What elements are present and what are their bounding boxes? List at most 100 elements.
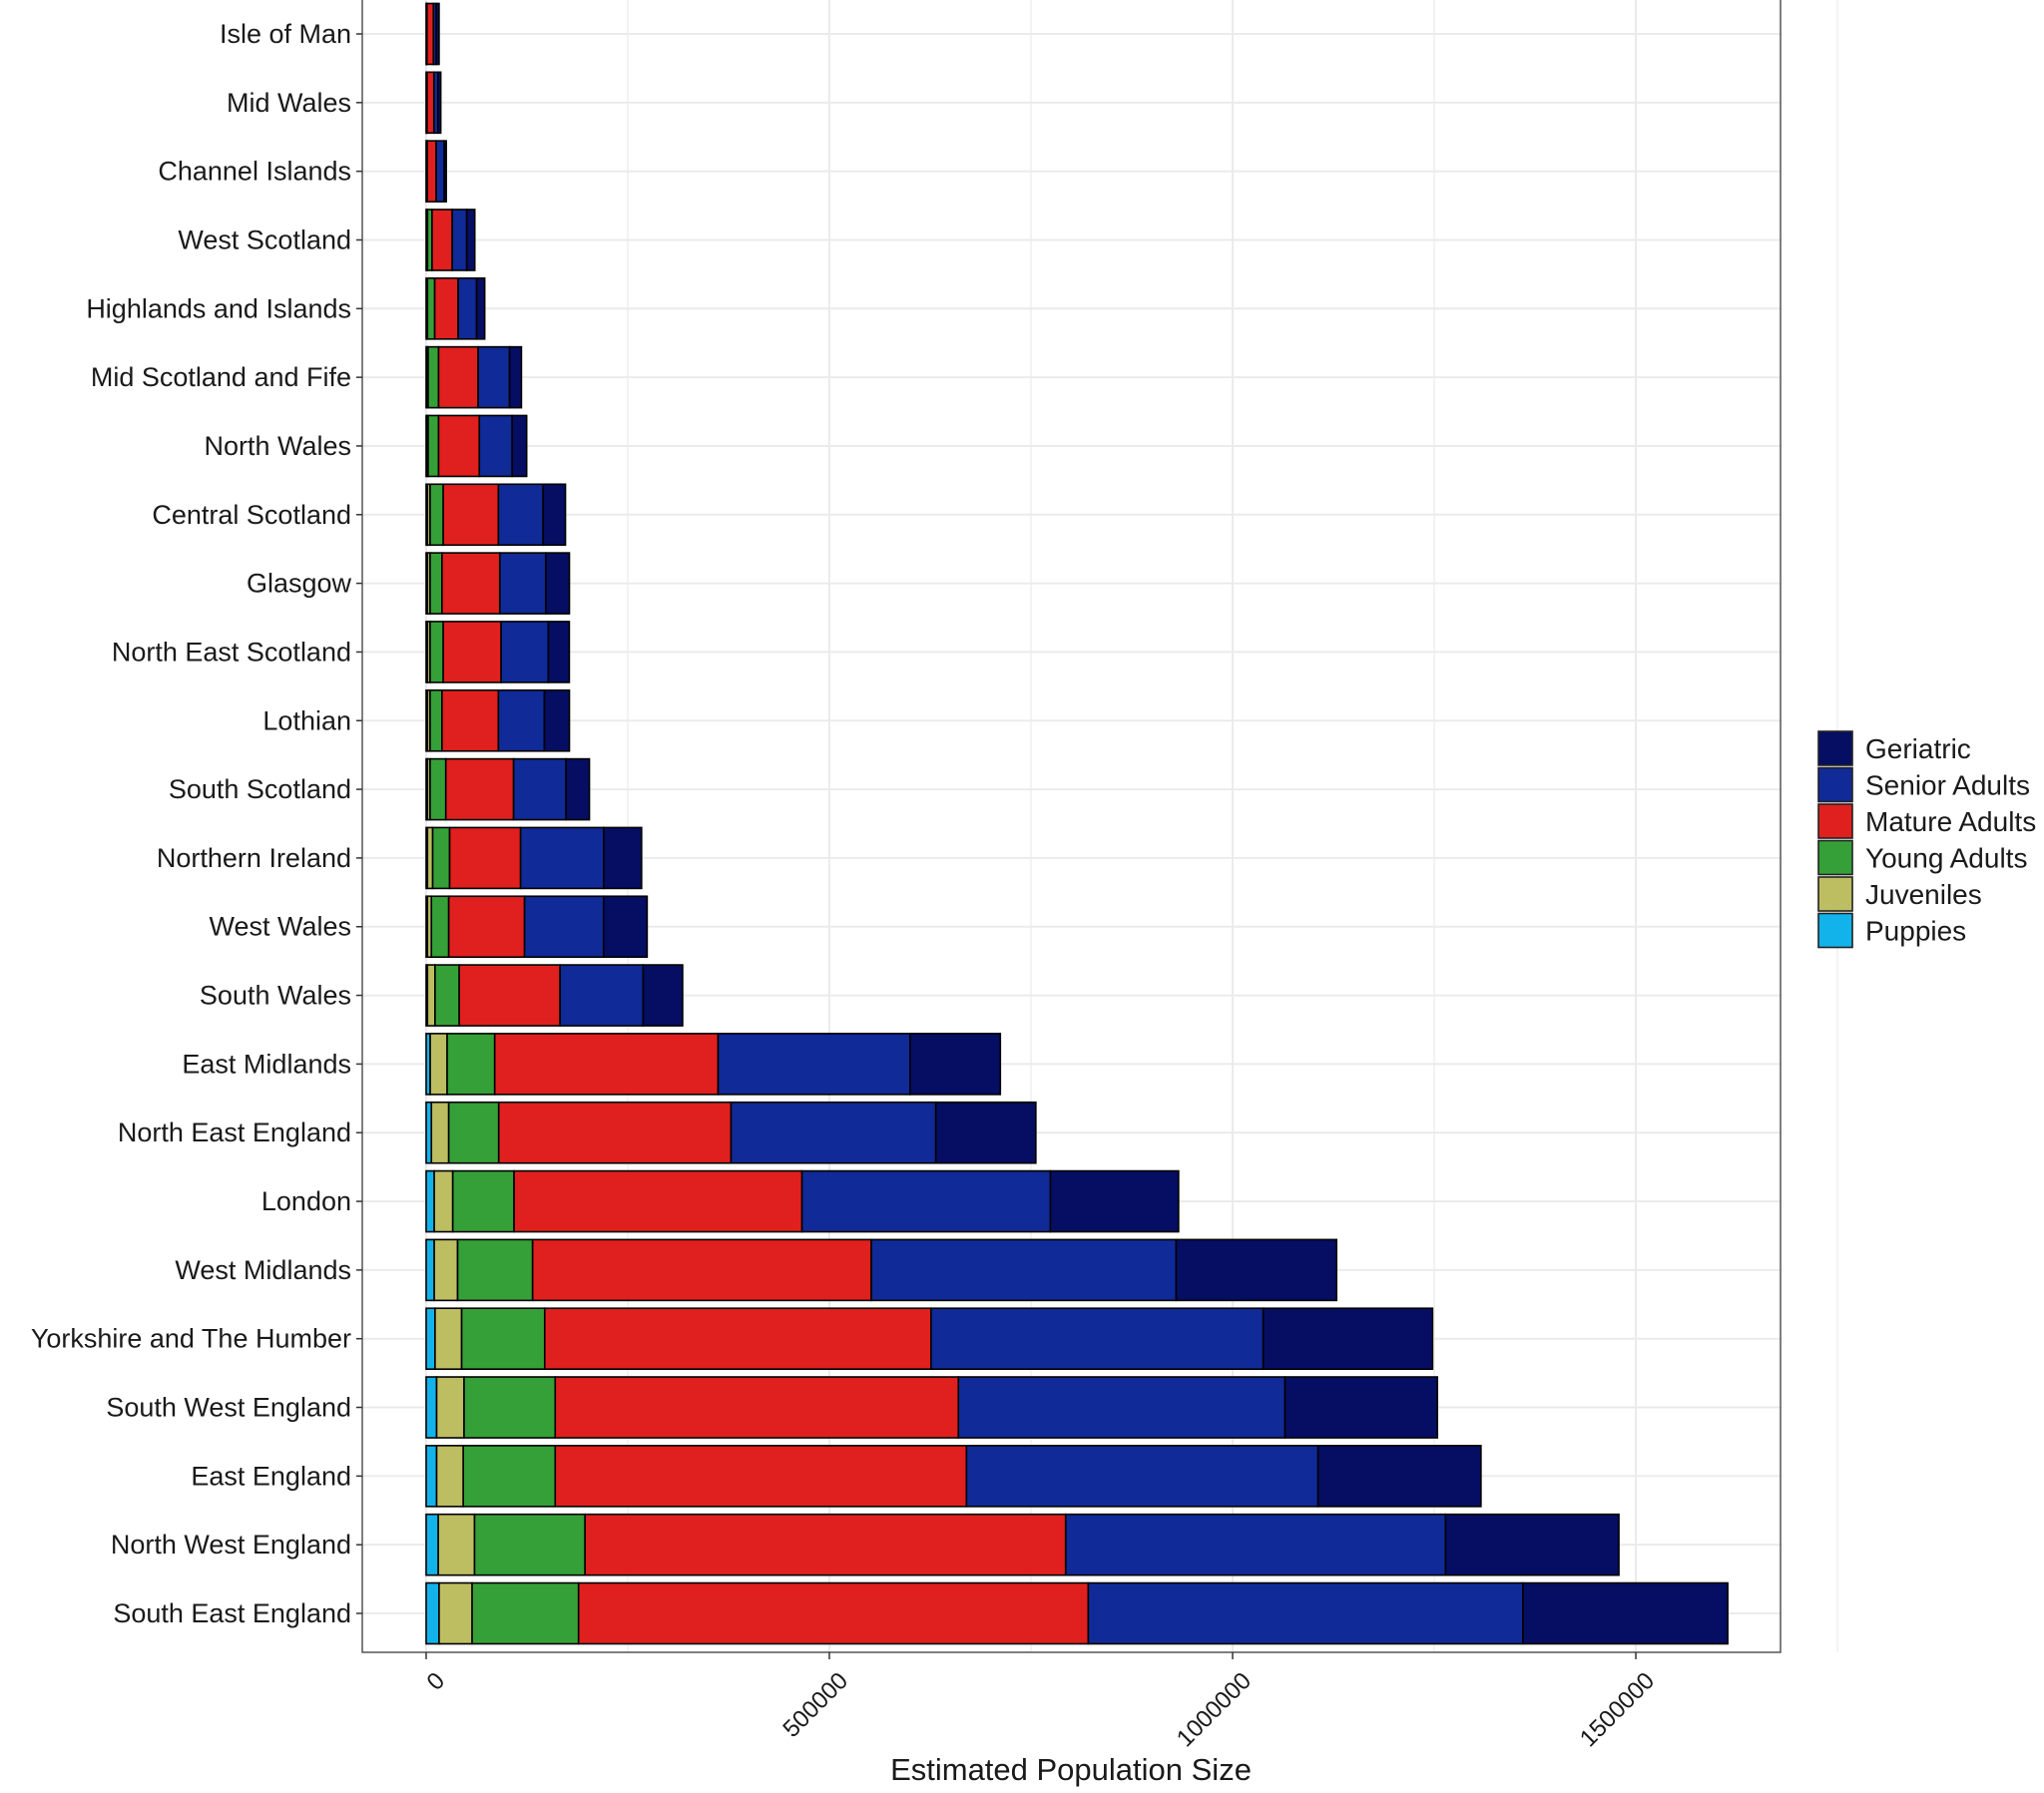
bar-segment-young-adults	[430, 553, 442, 614]
bar-segment-geriatric	[604, 827, 642, 888]
y-tick-label: London	[261, 1186, 351, 1216]
y-tick-label: Yorkshire and The Humber	[31, 1324, 351, 1354]
bar-segment-juveniles	[427, 965, 435, 1026]
bar-segment-mature-adults	[459, 965, 560, 1026]
bar-segment-mature-adults	[438, 347, 478, 408]
bar-segment-geriatric	[544, 690, 569, 751]
bar-segment-geriatric	[936, 1103, 1036, 1163]
bar-segment-mature-adults	[442, 690, 499, 751]
bar-segment-senior-adults	[521, 827, 604, 888]
y-tick-label: West Midlands	[175, 1255, 351, 1285]
bar-segment-mature-adults	[585, 1515, 1066, 1575]
bar-segment-puppies	[426, 1239, 434, 1300]
bar-segment-juveniles	[430, 1034, 447, 1095]
bar-segment-juveniles	[435, 1308, 462, 1369]
bar-segment-mature-adults	[450, 827, 521, 888]
bar-segment-geriatric	[436, 4, 439, 65]
bar-segment-senior-adults	[478, 347, 510, 408]
bar-segment-senior-adults	[498, 484, 543, 545]
bar-segment-geriatric	[1445, 1515, 1619, 1575]
bar-segment-geriatric	[444, 141, 446, 202]
y-tick-label: Glasgow	[247, 569, 352, 599]
bar-segment-juveniles	[437, 1377, 464, 1438]
y-tick-label: Mid Scotland and Fife	[91, 362, 351, 392]
bar-segment-senior-adults	[718, 1034, 909, 1095]
legend-label: Mature Adults	[1865, 806, 2036, 837]
bar-segment-mature-adults	[579, 1583, 1089, 1644]
bar-segment-geriatric	[543, 484, 565, 545]
bar-segment-senior-adults	[966, 1446, 1317, 1507]
bar-segment-puppies	[426, 1308, 435, 1369]
bar-segment-young-adults	[449, 1103, 499, 1163]
bar-segment-young-adults	[430, 759, 446, 820]
bar-segment-mature-adults	[443, 484, 498, 545]
bar-segment-geriatric	[1176, 1239, 1336, 1300]
bar-segment-young-adults	[430, 690, 442, 751]
bar-segment-mature-adults	[499, 1103, 732, 1163]
bar-segment-young-adults	[472, 1583, 579, 1644]
y-tick-label: South West England	[106, 1393, 351, 1423]
bar-segment-young-adults	[453, 1171, 514, 1232]
bar-segment-young-adults	[428, 347, 439, 408]
bar-segment-mature-adults	[432, 210, 452, 270]
bar-segment-young-adults	[474, 1515, 585, 1575]
y-tick-label: South East England	[113, 1598, 351, 1628]
bar-segment-senior-adults	[560, 965, 643, 1026]
y-tick-label: East England	[191, 1461, 351, 1491]
bar-segment-senior-adults	[436, 141, 444, 202]
legend-label: Juveniles	[1865, 879, 1982, 910]
legend-label: Geriatric	[1865, 733, 1971, 764]
y-tick-label: South Scotland	[169, 774, 351, 804]
bar-segment-geriatric	[1264, 1308, 1433, 1369]
y-tick-label: North East England	[118, 1118, 351, 1147]
bar-segment-senior-adults	[500, 553, 546, 614]
x-tick-label: 0	[422, 1667, 451, 1696]
bar-segment-geriatric	[512, 415, 527, 476]
legend-swatch-geriatric	[1818, 731, 1852, 765]
bar-segment-geriatric	[1050, 1171, 1178, 1232]
bar-segment-geriatric	[477, 278, 485, 339]
bar-segment-puppies	[426, 1515, 438, 1575]
bar-segment-geriatric	[604, 896, 648, 957]
legend: Geriatric Senior Adults Mature Adults Young…	[1818, 731, 2036, 948]
legend-swatch-puppies	[1818, 914, 1852, 948]
bar-segment-puppies	[426, 1446, 437, 1507]
y-tick-label: North East Scotland	[112, 637, 351, 667]
bar-segment-senior-adults	[1088, 1583, 1523, 1644]
bar-segment-senior-adults	[514, 759, 567, 820]
y-tick-label: Highlands and Islands	[86, 293, 351, 323]
bar-segment-senior-adults	[525, 896, 604, 957]
bar-segment-young-adults	[458, 1239, 533, 1300]
bar-segment-mature-adults	[443, 622, 501, 682]
bar-segment-young-adults	[431, 896, 448, 957]
x-tick-label: 500000	[777, 1667, 853, 1743]
bar-segment-young-adults	[433, 827, 450, 888]
legend-label: Young Adults	[1865, 843, 2027, 874]
bar-segment-geriatric	[910, 1034, 1000, 1095]
bar-segment-geriatric	[546, 553, 570, 614]
y-tick-label: Channel Islands	[158, 157, 351, 187]
bar-segment-senior-adults	[498, 690, 544, 751]
bar-segment-juveniles	[439, 1583, 472, 1644]
legend-label: Senior Adults	[1865, 770, 2030, 801]
bar-segment-young-adults	[435, 965, 459, 1026]
legend-swatch-mature-adults	[1818, 804, 1852, 838]
y-tick-label: South Wales	[200, 981, 351, 1011]
bar-segment-young-adults	[430, 622, 443, 682]
bar-segment-mature-adults	[495, 1034, 719, 1095]
bar-segment-juveniles	[438, 1515, 474, 1575]
bar-segment-geriatric	[643, 965, 683, 1026]
bar-segment-senior-adults	[458, 278, 477, 339]
bar-segment-geriatric	[438, 72, 441, 133]
bar-segment-senior-adults	[479, 415, 512, 476]
y-tick-label: East Midlands	[182, 1049, 351, 1079]
bar-segment-puppies	[426, 1377, 437, 1438]
legend-swatch-juveniles	[1818, 877, 1852, 911]
bar-segment-juveniles	[437, 1446, 464, 1507]
bar-segment-senior-adults	[802, 1171, 1051, 1232]
bar-segment-mature-adults	[435, 278, 458, 339]
bar-segment-young-adults	[463, 1446, 555, 1507]
bar-segment-senior-adults	[452, 210, 467, 270]
